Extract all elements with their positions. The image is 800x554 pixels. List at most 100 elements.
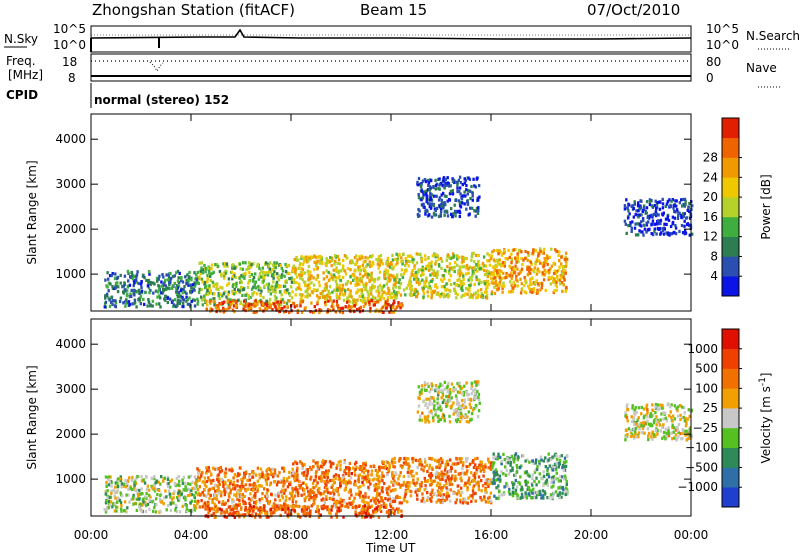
data-cell xyxy=(409,471,412,475)
data-cell xyxy=(358,282,361,286)
data-cell xyxy=(364,515,367,519)
data-cell xyxy=(643,227,647,231)
data-cell xyxy=(471,266,474,270)
data-cell xyxy=(352,466,355,470)
data-cell xyxy=(252,471,255,475)
data-cell xyxy=(306,486,309,490)
data-cell xyxy=(431,254,435,258)
data-cell xyxy=(511,468,514,472)
data-cell xyxy=(479,495,482,500)
data-cell xyxy=(475,468,478,472)
data-cell xyxy=(305,257,308,261)
data-cell xyxy=(242,502,245,506)
data-cell xyxy=(526,487,529,492)
data-cell xyxy=(128,283,132,287)
data-cell xyxy=(134,488,137,492)
data-cell xyxy=(517,455,520,459)
data-cell xyxy=(461,293,464,297)
data-cell xyxy=(463,256,466,261)
data-cell xyxy=(152,509,155,513)
data-cell xyxy=(489,276,493,280)
data-cell xyxy=(451,215,454,219)
data-cell xyxy=(305,495,308,500)
data-cell xyxy=(319,474,323,478)
data-cell xyxy=(378,263,381,267)
data-cell xyxy=(423,476,426,480)
data-cell xyxy=(216,507,219,511)
data-cell xyxy=(125,294,129,298)
data-cell xyxy=(415,261,419,265)
data-cell xyxy=(176,284,179,288)
data-cell xyxy=(558,250,561,254)
data-cell xyxy=(424,257,427,261)
data-cell xyxy=(686,208,689,212)
data-cell xyxy=(538,270,541,274)
data-cell xyxy=(430,296,433,300)
data-cell xyxy=(279,307,282,311)
data-cell xyxy=(159,482,162,486)
data-cell xyxy=(265,510,269,514)
data-cell xyxy=(166,300,169,305)
data-cell xyxy=(188,296,191,300)
data-cell xyxy=(248,474,251,478)
data-cell xyxy=(301,505,305,509)
data-cell xyxy=(545,478,549,482)
data-cell xyxy=(331,301,334,305)
data-cell xyxy=(280,297,283,301)
data-cell xyxy=(154,289,158,293)
data-cell xyxy=(317,491,321,495)
data-cell xyxy=(127,487,130,491)
data-cell xyxy=(350,305,353,309)
data-cell xyxy=(539,455,543,459)
data-cell xyxy=(108,304,112,308)
data-cell xyxy=(185,299,188,303)
data-cell xyxy=(207,290,210,295)
data-cell xyxy=(341,311,345,315)
data-cell xyxy=(349,289,352,293)
data-cell xyxy=(364,273,367,277)
data-cell xyxy=(554,490,558,494)
data-cell xyxy=(125,510,128,514)
data-cell xyxy=(167,489,171,493)
data-cell xyxy=(284,506,287,510)
data-cell xyxy=(137,281,140,286)
data-cell xyxy=(434,458,437,462)
data-cell xyxy=(468,289,471,293)
data-cell xyxy=(640,213,643,217)
data-cell xyxy=(310,301,313,305)
data-cell xyxy=(488,460,491,464)
data-cell xyxy=(180,276,183,280)
data-cell xyxy=(362,260,365,264)
data-cell xyxy=(243,276,246,280)
data-cell xyxy=(372,464,375,468)
data-cell xyxy=(294,472,298,476)
data-cell xyxy=(386,264,389,268)
data-cell xyxy=(455,462,458,467)
data-cell xyxy=(437,257,440,261)
data-cell xyxy=(323,286,327,290)
data-cell xyxy=(331,275,334,279)
data-cell xyxy=(276,276,279,280)
data-cell xyxy=(635,209,638,213)
data-cell xyxy=(387,303,390,307)
data-cell xyxy=(130,294,133,298)
data-cell xyxy=(362,304,366,309)
data-cell xyxy=(298,286,301,290)
data-cell xyxy=(533,470,537,474)
data-cell xyxy=(516,279,519,283)
data-cell xyxy=(409,290,413,294)
data-cell xyxy=(146,304,149,308)
data-cell xyxy=(326,476,329,480)
data-cell xyxy=(116,489,119,493)
data-cell xyxy=(336,254,339,259)
data-cell xyxy=(492,272,496,276)
data-cell xyxy=(306,283,309,288)
data-cell xyxy=(361,263,365,267)
data-cell xyxy=(367,501,370,505)
data-cell xyxy=(440,181,443,185)
data-cell xyxy=(430,202,434,206)
data-cell xyxy=(423,280,426,284)
data-cell xyxy=(508,290,511,294)
data-cell xyxy=(316,288,319,292)
data-cell xyxy=(217,486,220,490)
